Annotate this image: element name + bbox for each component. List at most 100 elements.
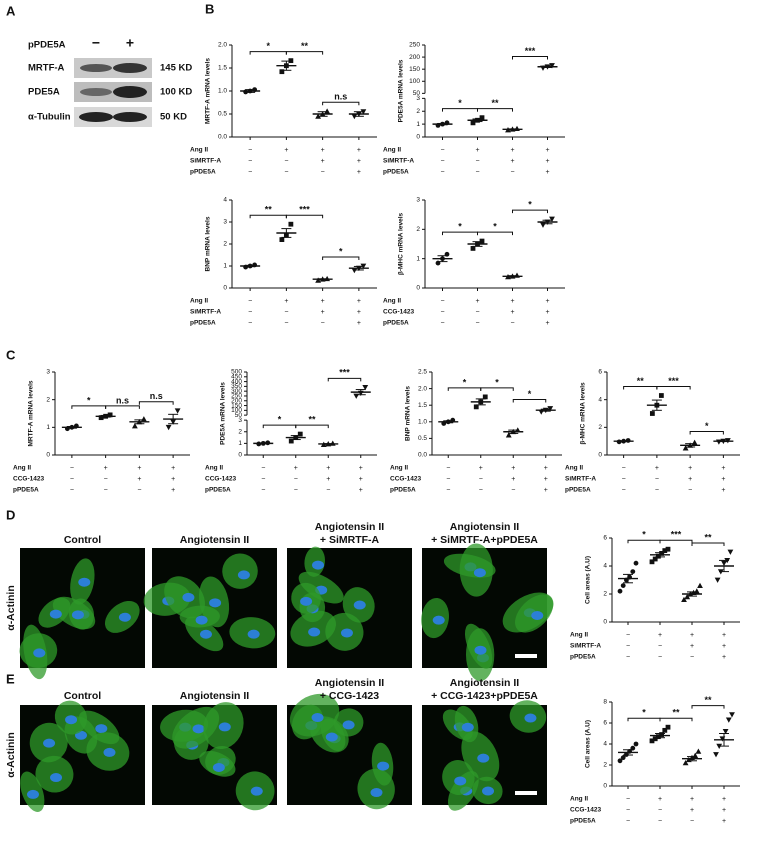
y-tick-label: 0	[603, 619, 607, 626]
condition-label: SiMRTF-A	[565, 476, 596, 483]
condition-label: pPDE5A	[390, 487, 416, 494]
condition-sign: +	[722, 632, 726, 639]
y-tick-label: 4	[223, 197, 227, 204]
condition-sign: +	[658, 796, 662, 803]
data-point	[649, 738, 655, 744]
significance-label: *	[266, 41, 270, 51]
condition-sign: −	[440, 320, 444, 327]
y-axis-label: PDE5A mRNA levels	[398, 59, 405, 122]
significance-label: n.s	[116, 395, 129, 405]
y-tick-label: 0.0	[218, 134, 227, 141]
panel-label: E	[6, 671, 15, 686]
condition-sign: +	[357, 147, 361, 154]
y-tick-label: 350	[231, 383, 242, 390]
data-point	[279, 237, 285, 242]
micrograph-title: + CCG-1423	[320, 690, 379, 702]
condition-sign: +	[545, 320, 549, 327]
condition-sign: +	[511, 476, 515, 483]
condition-sign: −	[261, 476, 265, 483]
significance-bracket	[105, 405, 140, 409]
condition-sign: +	[104, 465, 108, 472]
significance-label: *	[87, 395, 91, 405]
data-point	[652, 736, 658, 742]
condition-sign: +	[658, 632, 662, 639]
y-tick-label: 1.5	[218, 65, 227, 72]
condition-label: pPDE5A	[190, 320, 216, 327]
condition-sign: −	[510, 320, 514, 327]
y-tick-label: 200	[231, 397, 242, 404]
data-point	[722, 729, 729, 735]
micrograph-title: Angiotensin II	[450, 677, 519, 689]
data-point	[725, 717, 732, 723]
significance-bracket	[442, 108, 478, 112]
nucleus	[71, 610, 84, 620]
condition-sign: +	[511, 465, 515, 472]
data-point	[620, 583, 626, 588]
significance-label: **	[265, 205, 273, 215]
significance-bracket	[659, 539, 693, 544]
data-point	[681, 596, 687, 602]
nucleus	[118, 612, 131, 622]
cell	[222, 553, 258, 589]
condition-sign: −	[658, 654, 662, 661]
y-tick-label: 0	[238, 452, 242, 459]
nucleus	[308, 627, 321, 637]
condition-label: pPDE5A	[190, 169, 216, 176]
significance-bracket	[656, 386, 691, 390]
blot-treatment: pPDE5A	[28, 40, 66, 51]
data-point	[633, 560, 639, 566]
condition-sign: −	[294, 487, 298, 494]
condition-sign: −	[626, 654, 630, 661]
significance-bracket	[480, 387, 514, 391]
blot-band	[113, 86, 147, 98]
condition-sign: −	[626, 807, 630, 814]
panel-label: B	[205, 1, 214, 16]
y-tick-label: 2	[603, 591, 607, 598]
condition-sign: +	[284, 147, 288, 154]
significance-label: *	[493, 221, 497, 231]
significance-bracket	[627, 717, 661, 722]
y-tick-label: 100	[409, 78, 420, 85]
condition-sign: −	[690, 818, 694, 825]
condition-sign: +	[690, 632, 694, 639]
data-point	[479, 115, 485, 121]
condition-label: pPDE5A	[570, 654, 596, 661]
y-tick-label: 1	[223, 263, 227, 270]
condition-sign: −	[622, 476, 626, 483]
y-tick-label: 2	[46, 396, 50, 403]
significance-bracket	[512, 209, 548, 214]
data-point	[695, 748, 702, 754]
condition-sign: −	[70, 487, 74, 494]
condition-sign: −	[104, 487, 108, 494]
micrograph-title: Angiotensin II	[450, 521, 519, 533]
condition-sign: +	[357, 298, 361, 305]
condition-sign: −	[326, 487, 330, 494]
data-point	[288, 438, 294, 444]
condition-sign: +	[321, 147, 325, 154]
condition-sign: +	[545, 298, 549, 305]
significance-bracket	[249, 51, 287, 55]
data-point	[470, 120, 476, 126]
y-tick-label: 100	[231, 407, 242, 414]
y-tick-label: 1.0	[218, 88, 227, 95]
y-tick-label: 1	[46, 424, 50, 431]
y-tick-label: 1	[416, 255, 420, 262]
condition-sign: −	[321, 320, 325, 327]
condition-sign: +	[545, 158, 549, 165]
condition-sign: −	[626, 643, 630, 650]
condition-sign: −	[284, 158, 288, 165]
data-point	[656, 553, 661, 559]
condition-sign: −	[655, 487, 659, 494]
panel-label: D	[6, 507, 15, 522]
data-point	[288, 221, 294, 227]
nucleus	[342, 720, 355, 730]
data-point	[727, 549, 734, 555]
y-tick-label: 6	[603, 535, 607, 542]
condition-sign: −	[294, 476, 298, 483]
significance-label: **	[637, 376, 645, 386]
blot-band	[80, 64, 112, 72]
y-tick-label: 0.5	[418, 435, 427, 442]
significance-bracket	[295, 424, 329, 429]
significance-bracket	[322, 101, 360, 106]
nucleus	[65, 715, 78, 725]
